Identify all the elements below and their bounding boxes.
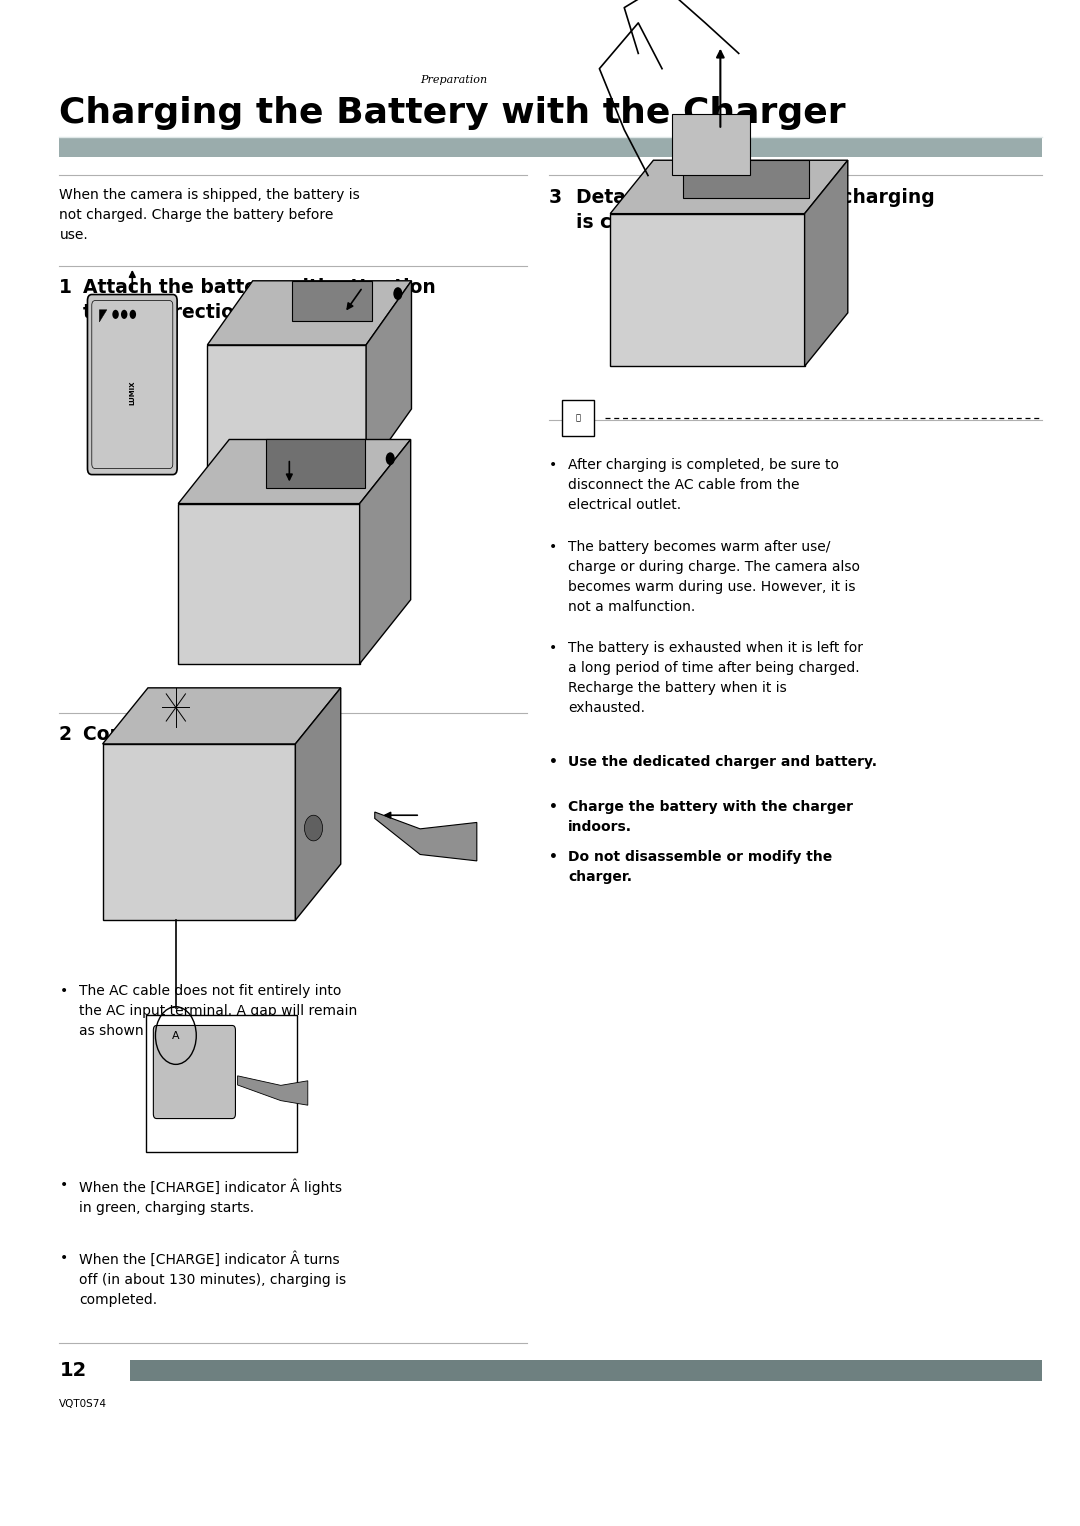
Text: •: •: [59, 984, 68, 998]
Text: •: •: [59, 1178, 68, 1192]
Text: 3: 3: [549, 188, 568, 206]
Polygon shape: [99, 310, 107, 322]
Text: •: •: [549, 800, 557, 813]
Circle shape: [112, 310, 119, 319]
Text: The battery is exhausted when it is left for
a long period of time after being c: The battery is exhausted when it is left…: [568, 641, 863, 716]
Polygon shape: [178, 504, 360, 664]
Text: Preparation: Preparation: [420, 75, 487, 85]
Text: When the [CHARGE] indicator Â lights
in green, charging starts.: When the [CHARGE] indicator Â lights in …: [79, 1178, 342, 1215]
Polygon shape: [103, 688, 341, 745]
Text: 2: 2: [59, 725, 79, 743]
Text: Charge the battery with the charger
indoors.: Charge the battery with the charger indo…: [568, 800, 853, 833]
FancyBboxPatch shape: [92, 301, 173, 468]
FancyBboxPatch shape: [153, 1025, 235, 1119]
Bar: [672, 114, 750, 175]
Bar: [130, 1360, 1042, 1381]
Text: 1: 1: [59, 278, 79, 296]
Polygon shape: [238, 1076, 308, 1105]
Text: •: •: [549, 458, 557, 472]
Text: The AC cable does not fit entirely into
the AC input terminal. A gap will remain: The AC cable does not fit entirely into …: [79, 984, 357, 1038]
Text: 📖: 📖: [576, 414, 580, 423]
Polygon shape: [296, 688, 341, 920]
Polygon shape: [610, 160, 848, 214]
Text: A: A: [172, 1030, 179, 1041]
Polygon shape: [683, 160, 809, 198]
Bar: [146, 1015, 297, 1152]
Bar: [562, 400, 594, 436]
Text: •: •: [59, 1251, 68, 1265]
Text: The battery becomes warm after use/
charge or during charge. The camera also
bec: The battery becomes warm after use/ char…: [568, 540, 860, 615]
Text: After charging is completed, be sure to
disconnect the AC cable from the
electri: After charging is completed, be sure to …: [568, 458, 839, 511]
Text: When the camera is shipped, the battery is
not charged. Charge the battery befor: When the camera is shipped, the battery …: [59, 188, 360, 241]
Text: When the [CHARGE] indicator Â turns
off (in about 130 minutes), charging is
comp: When the [CHARGE] indicator Â turns off …: [79, 1251, 346, 1308]
Polygon shape: [805, 160, 848, 366]
Polygon shape: [293, 281, 372, 320]
Text: Connect the AC cable.: Connect the AC cable.: [83, 725, 315, 743]
Polygon shape: [207, 281, 411, 345]
Text: •: •: [549, 755, 557, 769]
Text: Detach the battery after charging
is completed.: Detach the battery after charging is com…: [576, 188, 934, 232]
Bar: [59, 137, 1042, 157]
Text: •: •: [549, 641, 557, 655]
Text: LUMIX: LUMIX: [130, 380, 135, 406]
Polygon shape: [375, 812, 477, 861]
Circle shape: [386, 452, 395, 465]
Text: VQT0S74: VQT0S74: [59, 1399, 107, 1410]
Text: 12: 12: [59, 1361, 86, 1380]
Text: •: •: [549, 850, 557, 864]
Polygon shape: [360, 439, 410, 664]
FancyBboxPatch shape: [87, 295, 177, 475]
Polygon shape: [266, 439, 365, 488]
Circle shape: [393, 287, 403, 301]
Circle shape: [130, 310, 136, 319]
Text: Do not disassemble or modify the
charger.: Do not disassemble or modify the charger…: [568, 850, 833, 884]
Polygon shape: [178, 439, 410, 504]
Text: Use the dedicated charger and battery.: Use the dedicated charger and battery.: [568, 755, 877, 769]
Polygon shape: [103, 745, 296, 920]
Text: Attach the battery with attention
to the direction of the battery.: Attach the battery with attention to the…: [83, 278, 436, 322]
Polygon shape: [207, 345, 366, 473]
Polygon shape: [610, 214, 805, 366]
Text: •: •: [549, 540, 557, 554]
Circle shape: [305, 815, 323, 841]
Text: Charging the Battery with the Charger: Charging the Battery with the Charger: [59, 96, 846, 130]
Circle shape: [121, 310, 127, 319]
Polygon shape: [366, 281, 411, 473]
